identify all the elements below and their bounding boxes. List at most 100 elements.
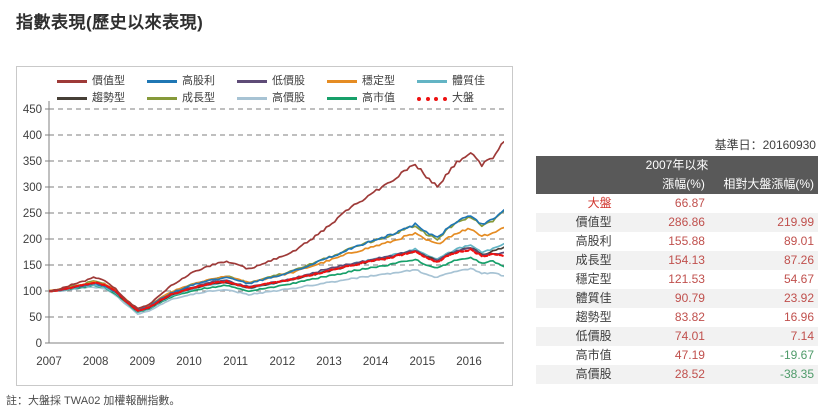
legend-item-8[interactable]: 高市值 [327,90,417,107]
y-axis-tick-label: 250 [23,208,42,220]
row-relative-value: 23.92 [708,289,818,308]
x-axis-tick-label: 2007 [36,356,62,368]
performance-table: 2007年以來 漲幅(%) 相對大盤漲幅(%) 大盤 66.87 價值型 286.86 219… [536,156,818,384]
row-label: 高股利 [536,232,616,251]
row-label: 低價股 [536,327,616,346]
row-change-value: 66.87 [615,194,709,213]
legend-swatch-icon [417,80,447,83]
legend-item-7[interactable]: 高價股 [237,90,327,107]
table-row[interactable]: 大盤 66.87 [536,194,818,213]
row-label: 價值型 [536,213,616,232]
legend-label: 穩定型 [362,75,395,87]
index-performance-chart: 價值型 高股利 低價股 穩定型 體質佳趨勢型 成長型 高價股 高市值 大盤 0 50 100 150 2… [16,66,513,386]
legend-label: 高價股 [272,92,305,104]
y-axis-tick-label: 300 [23,182,42,194]
y-axis-tick-label: 100 [23,286,42,298]
legend-item-3[interactable]: 穩定型 [327,73,417,90]
legend-swatch-icon [327,80,357,83]
table-row[interactable]: 穩定型 121.53 54.67 [536,270,818,289]
series-line-2 [49,247,504,312]
legend-swatch-icon [57,80,87,83]
legend-label: 高股利 [182,75,215,87]
table-header-relative: 相對大盤漲幅(%) [708,175,818,194]
base-date-label: 基準日：20160930 [714,138,816,152]
chart-footnote: 註：大盤採 TWA02 加權報酬指數。 [6,395,181,407]
legend-item-4[interactable]: 體質佳 [417,73,507,90]
x-axis-tick-label: 2016 [456,356,482,368]
y-axis-tick-label: 450 [23,104,42,116]
x-axis-tick-label: 2009 [130,356,156,368]
x-axis-tick-label: 2015 [410,356,436,368]
legend-swatch-icon [57,97,87,100]
x-axis-tick-label: 2013 [316,356,342,368]
row-change-value: 28.52 [615,365,709,384]
table-row[interactable]: 趨勢型 83.82 16.96 [536,308,818,327]
series-line-9 [49,247,504,312]
legend-label: 大盤 [452,92,474,104]
row-relative-value: 87.26 [708,251,818,270]
y-axis-tick-label: 50 [29,312,42,324]
chart-legend: 價值型 高股利 低價股 穩定型 體質佳趨勢型 成長型 高價股 高市值 大盤 [57,73,507,107]
legend-swatch-icon [237,80,267,83]
legend-item-2[interactable]: 低價股 [237,73,327,90]
legend-swatch-icon [147,80,177,83]
row-change-value: 286.86 [615,213,709,232]
legend-item-0[interactable]: 價值型 [57,73,147,90]
row-change-value: 83.82 [615,308,709,327]
row-change-value: 74.01 [615,327,709,346]
row-change-value: 154.13 [615,251,709,270]
y-axis-tick-label: 150 [23,260,42,272]
legend-item-9[interactable]: 大盤 [417,90,507,107]
legend-swatch-icon [327,97,357,100]
performance-table-wrapper: 基準日：20160930 2007年以來 漲幅(%) 相對大盤漲幅(%) 大盤 66.8… [536,136,818,384]
row-change-value: 47.19 [615,346,709,365]
legend-label: 趨勢型 [92,92,125,104]
row-change-value: 121.53 [615,270,709,289]
y-axis-tick-label: 200 [23,234,42,246]
table-header-blank [536,175,616,194]
row-label: 成長型 [536,251,616,270]
legend-label: 價值型 [92,75,125,87]
legend-swatch-icon [147,97,177,100]
legend-label: 低價股 [272,75,305,87]
table-row[interactable]: 價值型 286.86 219.99 [536,213,818,232]
row-label: 體質佳 [536,289,616,308]
row-label: 大盤 [536,194,616,213]
y-axis-tick-label: 400 [23,130,42,142]
series-line-7 [49,267,504,316]
table-row[interactable]: 成長型 154.13 87.26 [536,251,818,270]
chart-plot-area: 0 50 100 150 200 250 300 350 400 450 2007 2008 2009 2… [23,101,504,368]
row-relative-value: 219.99 [708,213,818,232]
y-axis-tick-label: 350 [23,156,42,168]
x-axis-tick-label: 2012 [270,356,296,368]
series-line-0 [49,140,504,310]
row-relative-value: -19.67 [708,346,818,365]
table-header-columns: 漲幅(%) 相對大盤漲幅(%) [536,175,818,194]
table-row[interactable]: 高市值 47.19 -19.67 [536,346,818,365]
legend-item-1[interactable]: 高股利 [147,73,237,90]
y-axis-tick-label: 0 [36,338,42,350]
row-label: 高價股 [536,365,616,384]
table-row[interactable]: 高價股 28.52 -38.35 [536,365,818,384]
table-row[interactable]: 低價股 74.01 7.14 [536,327,818,346]
row-relative-value: 54.67 [708,270,818,289]
table-header-top: 2007年以來 [536,156,818,175]
x-axis-tick-label: 2010 [176,356,202,368]
legend-item-5[interactable]: 趨勢型 [57,90,147,107]
x-axis-tick-label: 2011 [223,356,248,368]
row-relative-value: 16.96 [708,308,818,327]
series-line-5 [49,246,504,312]
legend-label: 高市值 [362,92,395,104]
legend-swatch-icon [417,96,447,101]
table-row[interactable]: 體質佳 90.79 23.92 [536,289,818,308]
row-relative-value: 89.01 [708,232,818,251]
legend-label: 成長型 [182,92,215,104]
table-row[interactable]: 高股利 155.88 89.01 [536,232,818,251]
row-relative-value: 7.14 [708,327,818,346]
row-relative-value [708,194,818,213]
legend-item-6[interactable]: 成長型 [147,90,237,107]
row-relative-value: -38.35 [708,365,818,384]
x-axis-tick-label: 2014 [363,356,389,368]
page-title: 指數表現(歷史以來表現) [16,13,204,32]
x-axis-tick-label: 2008 [83,356,109,368]
